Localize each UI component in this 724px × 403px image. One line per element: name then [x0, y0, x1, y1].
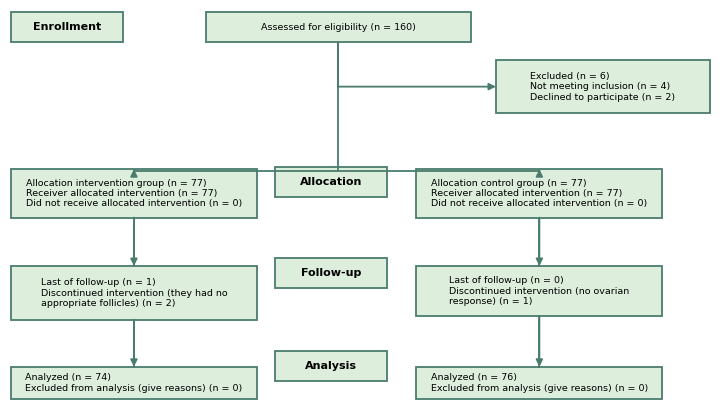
FancyBboxPatch shape: [416, 169, 662, 218]
Text: Allocation control group (n = 77)
Receiver allocated intervention (n = 77)
Did n: Allocation control group (n = 77) Receiv…: [432, 179, 647, 208]
Text: Excluded (n = 6)
Not meeting inclusion (n = 4)
Declined to participate (n = 2): Excluded (n = 6) Not meeting inclusion (…: [530, 72, 675, 102]
Text: Analysis: Analysis: [306, 361, 357, 371]
FancyBboxPatch shape: [275, 167, 387, 197]
FancyBboxPatch shape: [275, 258, 387, 288]
FancyBboxPatch shape: [416, 367, 662, 399]
FancyBboxPatch shape: [275, 351, 387, 381]
FancyBboxPatch shape: [11, 266, 257, 320]
FancyBboxPatch shape: [11, 12, 123, 42]
Text: Enrollment: Enrollment: [33, 22, 101, 32]
FancyBboxPatch shape: [11, 367, 257, 399]
Text: Last of follow-up (n = 0)
Discontinued intervention (no ovarian
response) (n = 1: Last of follow-up (n = 0) Discontinued i…: [450, 276, 629, 306]
FancyBboxPatch shape: [416, 266, 662, 316]
Text: Allocation intervention group (n = 77)
Receiver allocated intervention (n = 77)
: Allocation intervention group (n = 77) R…: [26, 179, 242, 208]
Text: Follow-up: Follow-up: [301, 268, 361, 278]
Text: Allocation: Allocation: [300, 177, 363, 187]
Text: Last of follow-up (n = 1)
Discontinued intervention (they had no
appropriate fol: Last of follow-up (n = 1) Discontinued i…: [41, 278, 227, 308]
FancyBboxPatch shape: [206, 12, 471, 42]
Text: Analyzed (n = 76)
Excluded from analysis (give reasons) (n = 0): Analyzed (n = 76) Excluded from analysis…: [431, 373, 648, 393]
Text: Analyzed (n = 74)
Excluded from analysis (give reasons) (n = 0): Analyzed (n = 74) Excluded from analysis…: [25, 373, 243, 393]
FancyBboxPatch shape: [496, 60, 710, 113]
Text: Assessed for eligibility (n = 160): Assessed for eligibility (n = 160): [261, 23, 416, 32]
FancyBboxPatch shape: [11, 169, 257, 218]
